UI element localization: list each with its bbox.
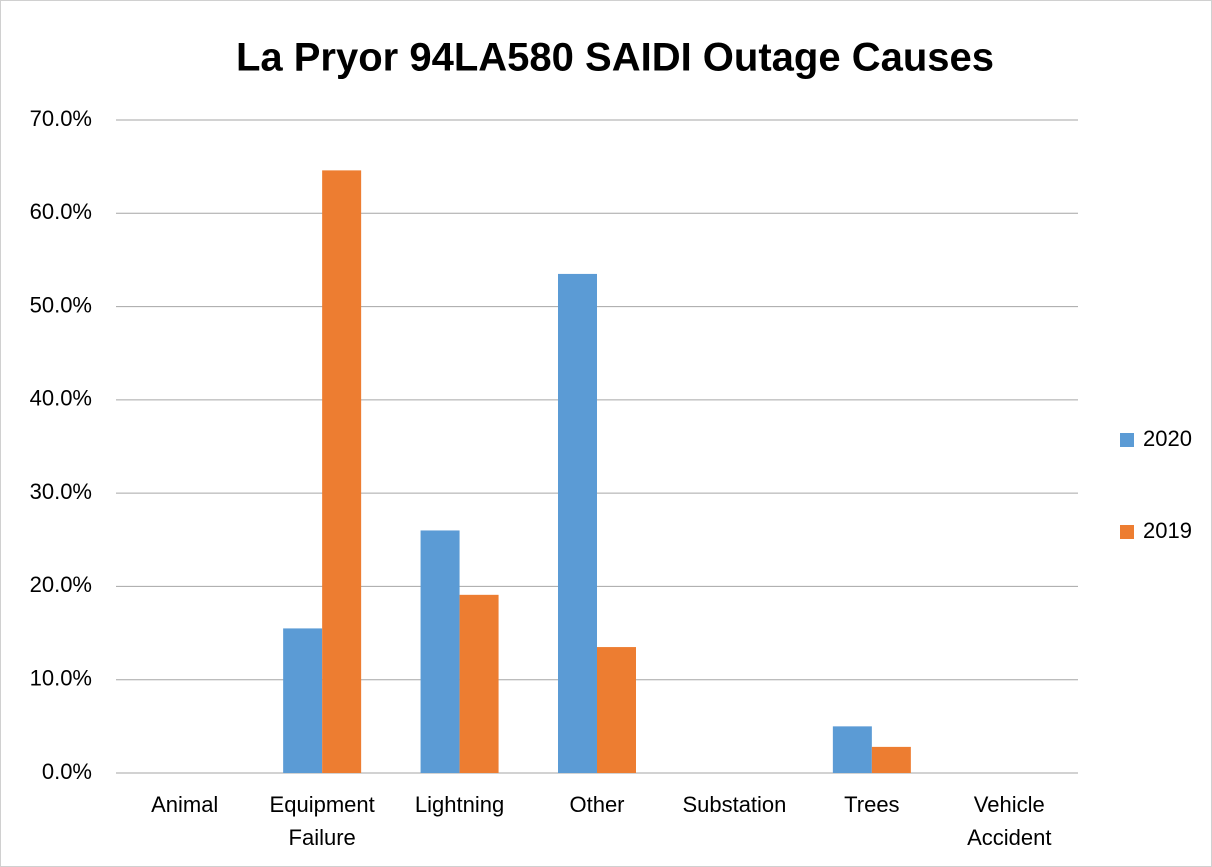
x-tick-label: Equipment Failure: [270, 792, 375, 850]
legend-label: 2019: [1143, 518, 1192, 543]
y-tick-label: 0.0%: [42, 759, 92, 784]
x-tick-label: Animal: [151, 792, 218, 817]
bar: [832, 726, 872, 773]
bar: [558, 273, 597, 773]
bar: [871, 746, 911, 773]
x-tick-label: Other: [569, 792, 624, 817]
bar: [283, 628, 323, 773]
chart-title: La Pryor 94LA580 SAIDI Outage Causes: [236, 36, 994, 80]
bar: [597, 647, 636, 773]
y-tick-label: 30.0%: [30, 479, 92, 504]
y-tick-label: 50.0%: [30, 292, 92, 317]
y-tick-label: 60.0%: [30, 199, 92, 224]
bar: [322, 170, 362, 774]
legend-swatch: [1120, 433, 1134, 447]
x-tick-label: Substation: [682, 792, 786, 817]
bar: [459, 594, 499, 773]
x-tick-label: Trees: [844, 792, 899, 817]
legend-label: 2020: [1143, 426, 1192, 451]
x-tick-label: Lightning: [415, 792, 504, 817]
y-tick-label: 10.0%: [30, 666, 92, 691]
x-tick-label: Vehicle Accident: [967, 792, 1051, 850]
legend-swatch: [1120, 525, 1134, 539]
bar: [420, 530, 460, 773]
y-tick-label: 70.0%: [30, 106, 92, 131]
y-tick-label: 40.0%: [30, 386, 92, 411]
y-tick-label: 20.0%: [30, 572, 92, 597]
